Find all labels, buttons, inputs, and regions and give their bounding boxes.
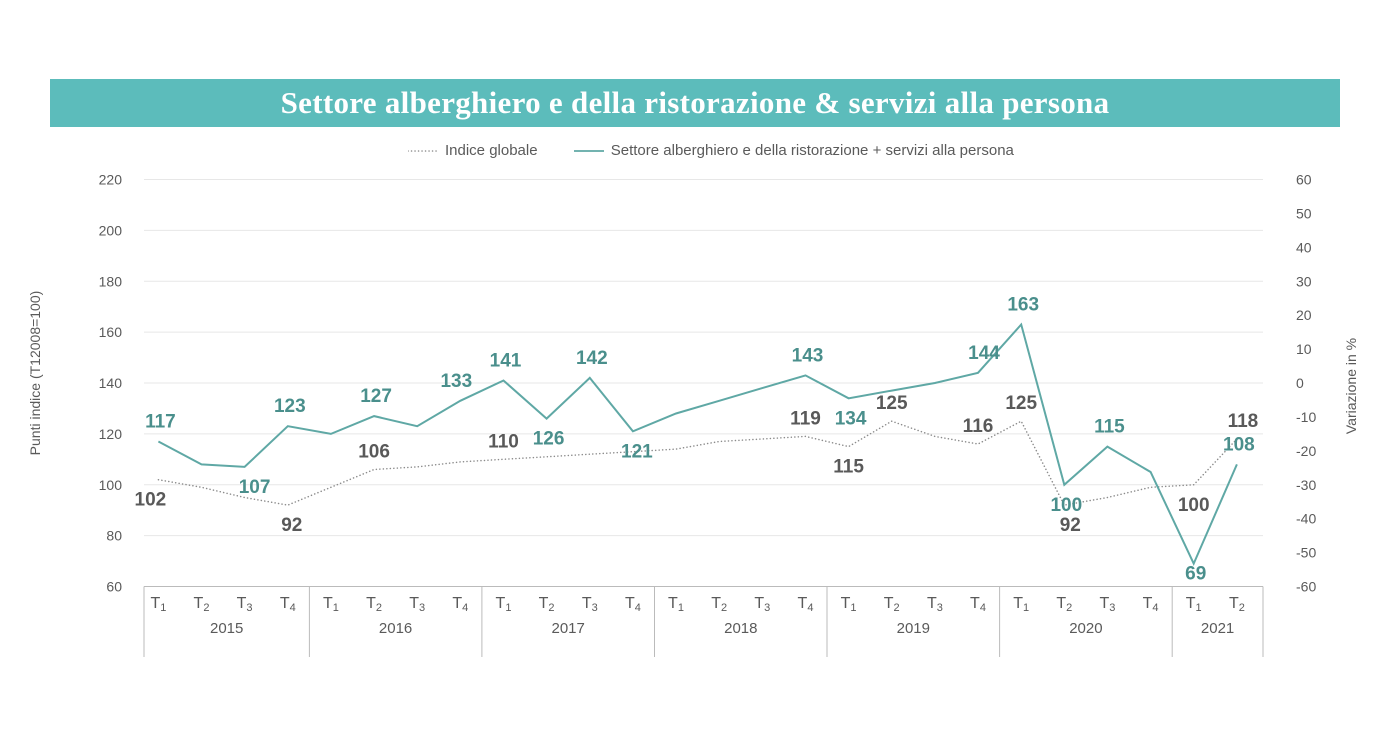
svg-text:200: 200 bbox=[99, 222, 123, 238]
svg-text:20: 20 bbox=[1296, 307, 1312, 323]
svg-text:2018: 2018 bbox=[724, 620, 757, 637]
svg-text:2020: 2020 bbox=[1069, 620, 1102, 637]
svg-text:134: 134 bbox=[835, 408, 867, 429]
svg-text:100: 100 bbox=[99, 477, 123, 493]
svg-text:30: 30 bbox=[1296, 273, 1312, 289]
svg-text:T1: T1 bbox=[841, 595, 857, 614]
svg-text:115: 115 bbox=[1094, 417, 1125, 438]
svg-text:106: 106 bbox=[358, 442, 390, 463]
svg-text:T3: T3 bbox=[237, 595, 253, 614]
svg-text:140: 140 bbox=[99, 375, 123, 391]
svg-text:108: 108 bbox=[1223, 434, 1255, 455]
svg-text:T1: T1 bbox=[150, 595, 166, 614]
svg-text:T3: T3 bbox=[582, 595, 598, 614]
svg-text:133: 133 bbox=[440, 371, 472, 392]
svg-text:T2: T2 bbox=[1056, 595, 1072, 614]
svg-text:160: 160 bbox=[99, 324, 123, 340]
svg-text:50: 50 bbox=[1296, 205, 1312, 221]
svg-text:92: 92 bbox=[1060, 515, 1081, 536]
svg-text:119: 119 bbox=[790, 408, 821, 429]
svg-text:T1: T1 bbox=[496, 595, 512, 614]
svg-text:80: 80 bbox=[106, 528, 122, 544]
svg-text:2017: 2017 bbox=[552, 620, 585, 637]
svg-text:144: 144 bbox=[968, 343, 1000, 364]
svg-text:123: 123 bbox=[274, 396, 306, 417]
svg-text:0: 0 bbox=[1296, 375, 1304, 391]
svg-text:118: 118 bbox=[1228, 411, 1259, 432]
svg-text:-40: -40 bbox=[1296, 511, 1316, 527]
svg-text:T2: T2 bbox=[711, 595, 727, 614]
svg-text:2015: 2015 bbox=[210, 620, 243, 637]
svg-text:T2: T2 bbox=[1229, 595, 1245, 614]
svg-text:69: 69 bbox=[1185, 564, 1206, 585]
svg-text:T1: T1 bbox=[668, 595, 684, 614]
svg-text:126: 126 bbox=[533, 429, 565, 450]
svg-text:100: 100 bbox=[1178, 495, 1210, 516]
svg-text:T3: T3 bbox=[927, 595, 943, 614]
svg-text:117: 117 bbox=[145, 412, 176, 433]
svg-text:T2: T2 bbox=[539, 595, 555, 614]
svg-text:T3: T3 bbox=[409, 595, 425, 614]
svg-text:T2: T2 bbox=[194, 595, 210, 614]
svg-text:121: 121 bbox=[621, 441, 653, 462]
svg-text:T2: T2 bbox=[366, 595, 382, 614]
svg-text:T1: T1 bbox=[323, 595, 339, 614]
svg-text:2019: 2019 bbox=[897, 620, 930, 637]
svg-text:116: 116 bbox=[963, 416, 994, 437]
svg-text:163: 163 bbox=[1007, 295, 1039, 316]
svg-text:107: 107 bbox=[239, 477, 271, 498]
svg-text:T2: T2 bbox=[884, 595, 900, 614]
svg-text:-20: -20 bbox=[1296, 443, 1316, 459]
svg-text:60: 60 bbox=[1296, 172, 1312, 188]
svg-text:T3: T3 bbox=[1099, 595, 1115, 614]
svg-text:125: 125 bbox=[876, 393, 908, 414]
svg-text:120: 120 bbox=[99, 426, 123, 442]
svg-text:-50: -50 bbox=[1296, 545, 1316, 561]
svg-text:-10: -10 bbox=[1296, 409, 1316, 425]
svg-text:T4: T4 bbox=[798, 595, 814, 614]
svg-text:T4: T4 bbox=[625, 595, 641, 614]
svg-text:125: 125 bbox=[1005, 393, 1037, 414]
svg-text:T4: T4 bbox=[452, 595, 468, 614]
svg-text:180: 180 bbox=[99, 273, 123, 289]
svg-text:115: 115 bbox=[833, 457, 864, 478]
svg-text:127: 127 bbox=[360, 386, 392, 407]
svg-text:40: 40 bbox=[1296, 239, 1312, 255]
svg-text:-30: -30 bbox=[1296, 477, 1316, 493]
svg-text:100: 100 bbox=[1050, 495, 1082, 516]
svg-text:143: 143 bbox=[792, 345, 824, 366]
svg-text:T4: T4 bbox=[280, 595, 296, 614]
svg-text:T4: T4 bbox=[1143, 595, 1159, 614]
svg-text:102: 102 bbox=[135, 490, 167, 511]
svg-text:T3: T3 bbox=[754, 595, 770, 614]
svg-text:60: 60 bbox=[106, 579, 122, 595]
svg-text:2016: 2016 bbox=[379, 620, 412, 637]
svg-text:142: 142 bbox=[576, 348, 608, 369]
svg-text:10: 10 bbox=[1296, 341, 1312, 357]
svg-text:141: 141 bbox=[490, 351, 522, 372]
svg-text:T4: T4 bbox=[970, 595, 986, 614]
svg-text:T1: T1 bbox=[1013, 595, 1029, 614]
svg-text:220: 220 bbox=[99, 172, 123, 188]
svg-text:2021: 2021 bbox=[1201, 620, 1234, 637]
svg-text:110: 110 bbox=[488, 431, 519, 452]
svg-text:-60: -60 bbox=[1296, 579, 1316, 595]
svg-text:92: 92 bbox=[281, 515, 302, 536]
svg-text:T1: T1 bbox=[1186, 595, 1202, 614]
